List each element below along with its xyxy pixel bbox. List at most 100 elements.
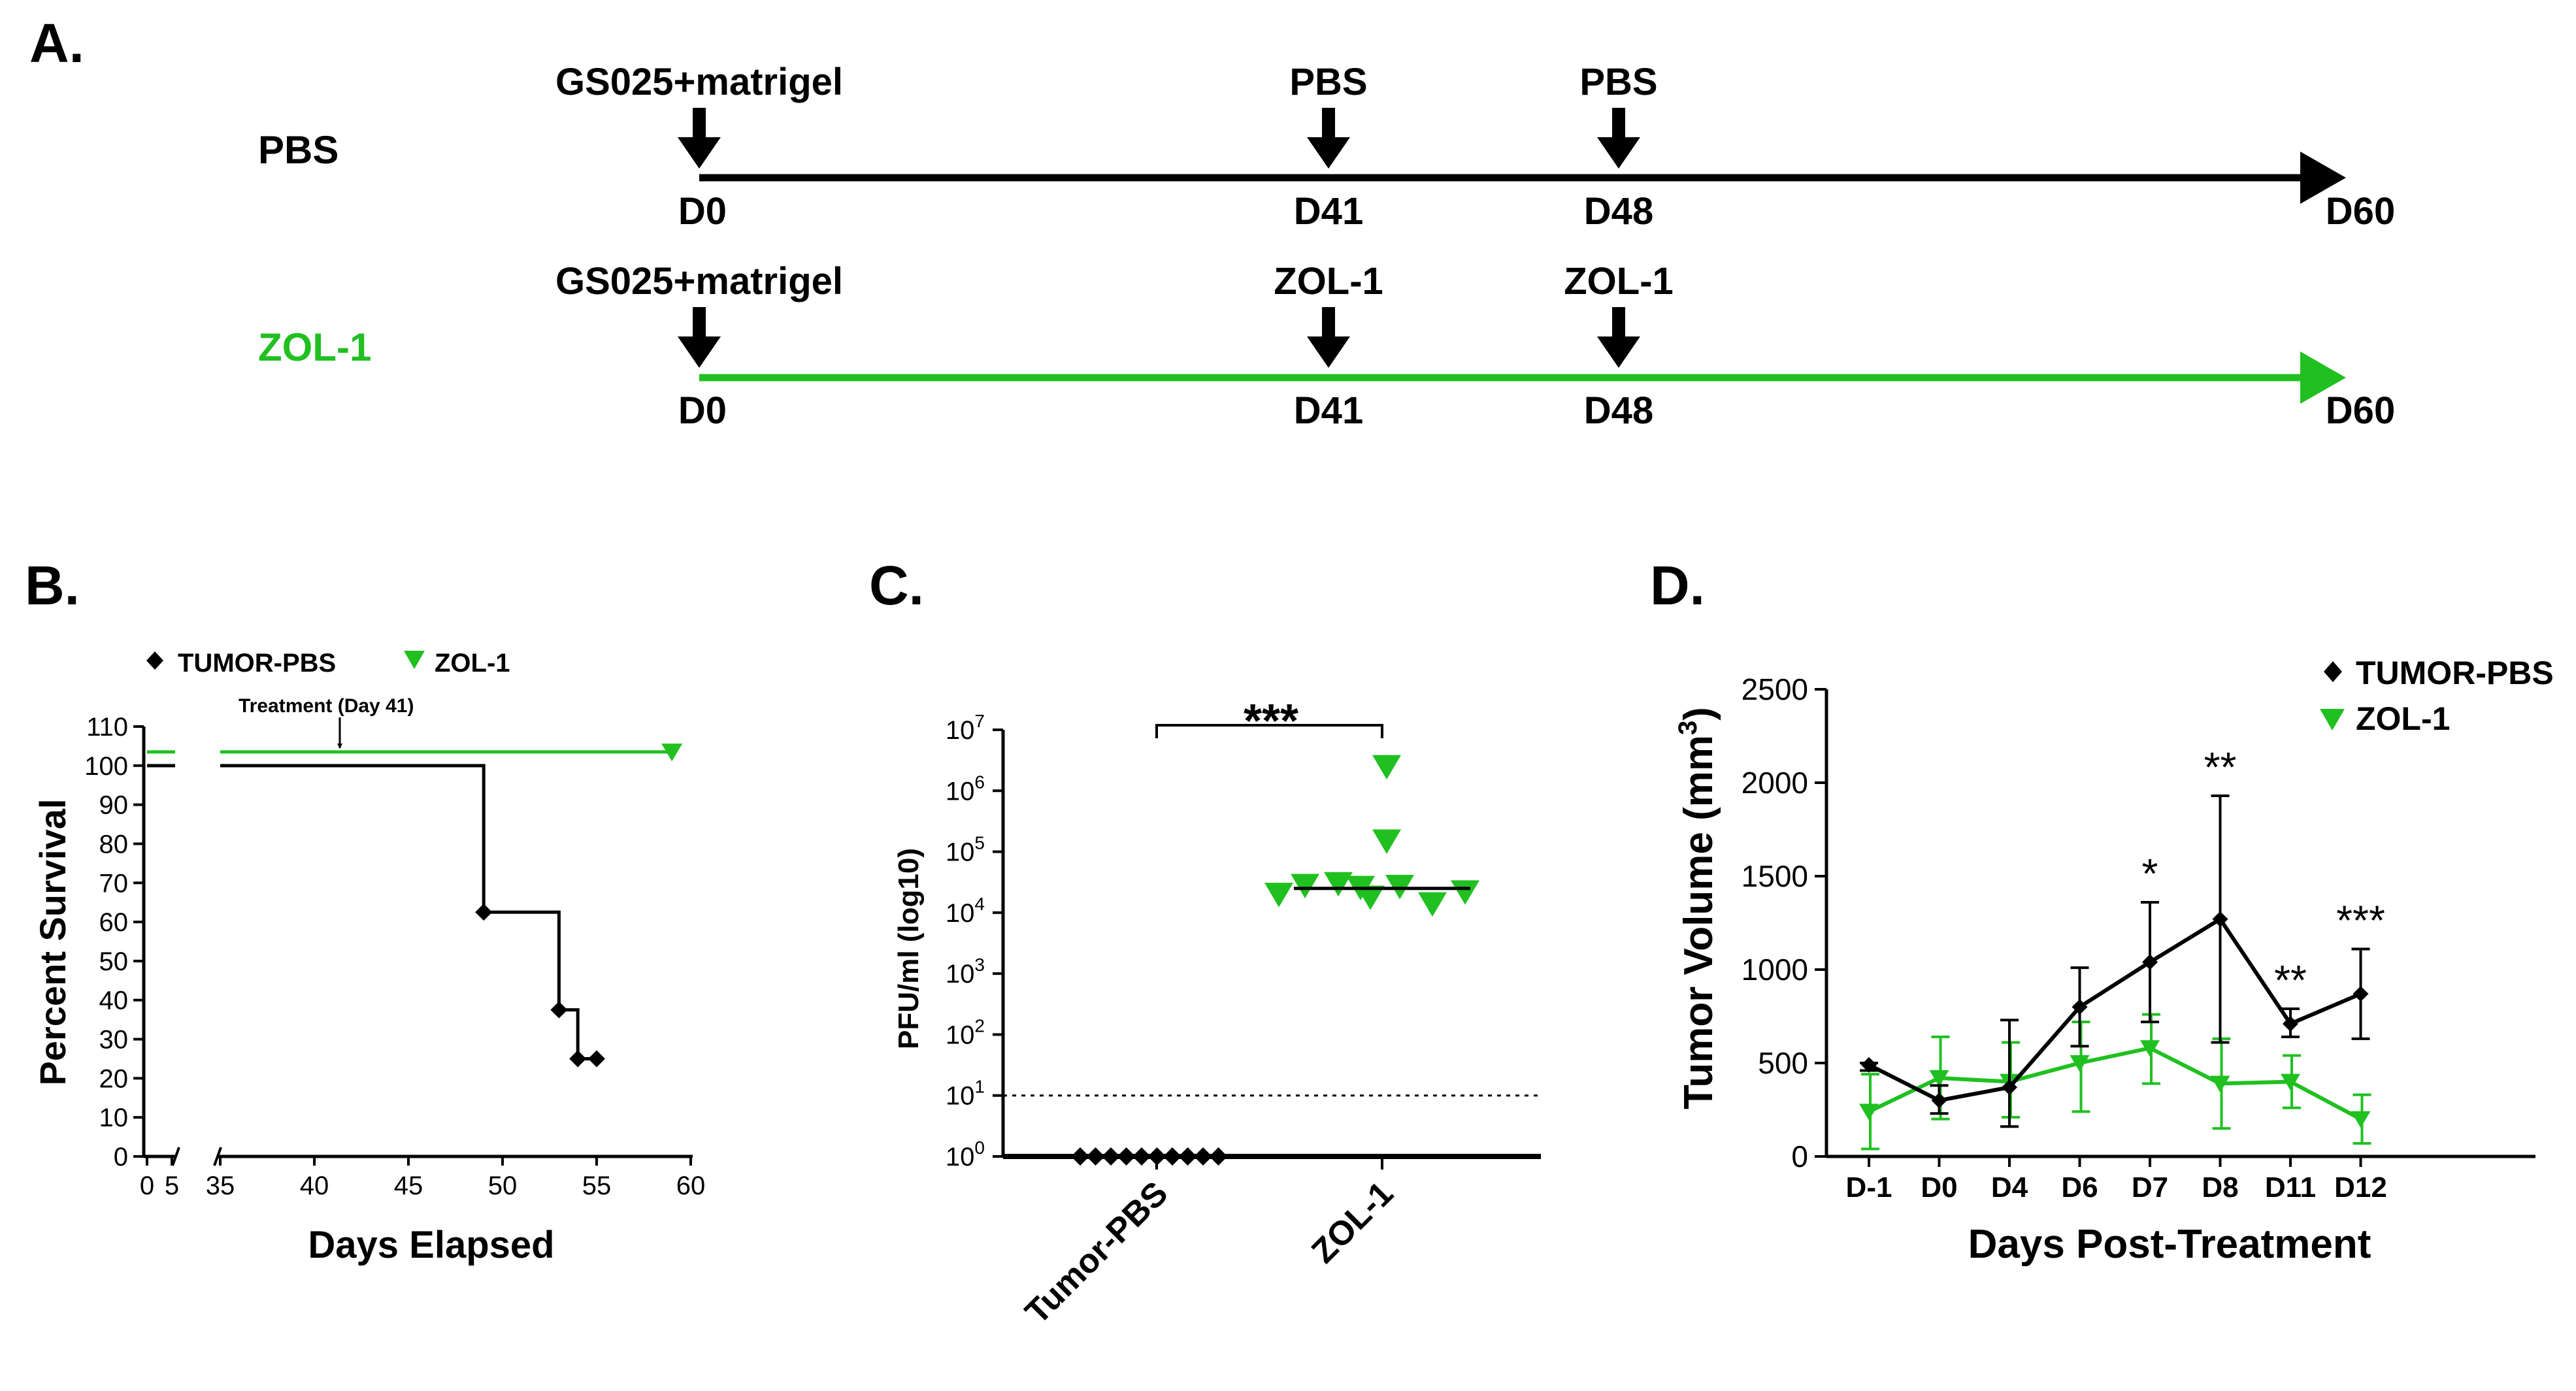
x-tick-label: D-1 — [1846, 1171, 1892, 1203]
y-tick-label: 20 — [99, 1064, 129, 1093]
x-tick-label: D6 — [2061, 1171, 2098, 1203]
timeline-end-day-pbs: D60 — [2326, 190, 2395, 233]
timeline-end-arrow-pbs — [2300, 152, 2346, 204]
data-point-zol-1 — [1418, 892, 1447, 917]
y-tick-label: 100 — [84, 752, 128, 781]
y-tick-label: 90 — [99, 791, 129, 820]
series-line-tumor-pbs — [1868, 916, 2362, 1103]
y-tick-label: 102 — [946, 1015, 985, 1049]
event-day-pbs-0: D0 — [678, 190, 727, 233]
panel-d-x-axis: D-1 D0 D4 D6 D7 D8 D11 D12 — [1826, 1154, 2535, 1203]
survival-marker — [661, 744, 683, 762]
panel-b-plot — [147, 744, 683, 1068]
panel-b-letter: B. — [25, 555, 80, 616]
x-tick-label: D4 — [1991, 1171, 2028, 1203]
data-point-zol-1 — [1356, 885, 1385, 910]
data-point-zol-1 — [2351, 1111, 2371, 1128]
y-tick-label: 0 — [1791, 1139, 1808, 1173]
event-label-pbs-2: PBS — [1579, 61, 1657, 103]
data-point-tumor-pbs — [2072, 999, 2088, 1015]
data-point-zol-1 — [1324, 872, 1353, 897]
triangle-down-marker-icon — [404, 651, 425, 669]
down-arrow-icon — [678, 307, 721, 368]
panel-d-y-axis: 0 500 1000 1500 2000 2500 — [1742, 672, 1828, 1173]
significance-label: * — [2142, 850, 2158, 897]
y-title-base: Tumor Volume (mm — [1676, 735, 1721, 1109]
y-tick-exponent: 6 — [974, 772, 985, 792]
data-point-tumor-pbs — [1861, 1056, 1877, 1073]
panel-c-y-axis-title: PFU/ml (log10) — [893, 848, 925, 1049]
event-label-zol-0: GS025+matrigel — [555, 260, 843, 303]
data-point-zol-1 — [2140, 1040, 2160, 1057]
y-tick-label: 0 — [114, 1143, 128, 1171]
survival-line-tumor-pbs — [220, 764, 597, 1060]
x-tick-label: 0 — [140, 1171, 154, 1200]
y-tick-label: 106 — [946, 772, 985, 806]
x-tick-label: 35 — [206, 1171, 235, 1200]
timeline-group-label-pbs: PBS — [258, 128, 339, 172]
survival-marker — [475, 904, 493, 921]
data-point-zol-1 — [2210, 1075, 2230, 1092]
y-tick-label: 110 — [86, 713, 128, 742]
triangle-down-marker-icon — [2320, 709, 2345, 730]
y-tick-label: 1000 — [1742, 953, 1808, 987]
y-tick-base: 10 — [946, 838, 975, 867]
y-tick-label: 60 — [99, 908, 129, 937]
data-point-zol-1 — [1264, 883, 1293, 908]
diamond-marker-icon — [2324, 661, 2342, 682]
data-point-tumor-pbs — [2353, 986, 2369, 1002]
y-tick-label: 104 — [946, 894, 985, 928]
x-tick-label: D8 — [2202, 1171, 2238, 1203]
y-tick-label: 70 — [99, 869, 129, 898]
panel-d-legend: TUMOR-PBS ZOL-1 — [2320, 655, 2554, 737]
panel-b-y-axis: 0 10 20 30 40 50 60 70 80 90 100 110 — [84, 713, 146, 1171]
series-line-zol-1 — [1868, 1045, 2362, 1121]
y-tick-label: 100 — [946, 1137, 985, 1171]
timeline-group-label-zol: ZOL-1 — [258, 325, 371, 369]
panel-d-x-axis-title: Days Post-Treatment — [1968, 1222, 2371, 1267]
diamond-marker-icon — [146, 651, 163, 670]
survival-marker — [588, 1050, 605, 1068]
y-tick-exponent: 4 — [974, 894, 985, 914]
panel-b-y-axis-title: Percent Survival — [32, 799, 73, 1086]
panel-d-tumor-volume-chart: D. TUMOR-PBS ZOL-1 05001000150020002500 … — [1650, 555, 2554, 1267]
data-point-zol-1 — [1372, 755, 1401, 779]
y-tick-exponent: 0 — [974, 1137, 985, 1158]
event-label-pbs-0: GS025+matrigel — [555, 61, 843, 103]
significance-label: *** — [1244, 695, 1298, 747]
x-tick-label: D0 — [1921, 1171, 1957, 1203]
y-tick-base: 10 — [946, 899, 975, 928]
y-tick-base: 10 — [946, 1082, 975, 1111]
panel-a-letter: A. — [29, 12, 84, 74]
event-day-zol-2: D48 — [1584, 389, 1653, 432]
event-day-zol-1: D41 — [1294, 389, 1363, 432]
legend-label-tumor-pbs: TUMOR-PBS — [178, 649, 336, 678]
panel-d-letter: D. — [1650, 555, 1705, 616]
x-tick-label: D7 — [2132, 1171, 2168, 1203]
y-tick-exponent: 3 — [974, 955, 985, 975]
y-tick-exponent: 7 — [974, 711, 985, 731]
y-tick-label: 500 — [1758, 1046, 1808, 1080]
data-point-tumor-pbs — [2283, 1015, 2298, 1032]
significance-bracket — [1155, 724, 1383, 738]
legend-label-zol-1: ZOL-1 — [2356, 700, 2450, 737]
timeline-row-pbs: PBS GS025+matrigel D0 PBS D41 PBS D48 D6… — [258, 61, 2395, 233]
panel-a-timeline: A. PBS GS025+matrigel D0 PBS D41 PBS D48… — [29, 12, 2395, 432]
axis-break-mark — [213, 1147, 222, 1166]
y-tick-label: 2000 — [1742, 766, 1808, 800]
panel-d-y-axis-title: Tumor Volume (mm3) — [1674, 707, 1721, 1109]
significance-label: ** — [2204, 744, 2237, 791]
data-point-tumor-pbs — [1931, 1092, 1947, 1109]
x-category-label: ZOL-1 — [1304, 1174, 1400, 1270]
timeline-row-zol: ZOL-1 GS025+matrigel D0 ZOL-1 D41 ZOL-1 … — [258, 260, 2395, 432]
y-tick-label: 105 — [946, 833, 985, 867]
y-tick-label: 40 — [99, 987, 129, 1015]
survival-marker — [569, 1050, 587, 1068]
legend-label-zol-1: ZOL-1 — [435, 649, 510, 678]
data-point-tumor-pbs — [2002, 1079, 2017, 1096]
data-point-zol-1 — [1372, 829, 1401, 854]
data-point-zol-1 — [2281, 1073, 2300, 1091]
data-point-tumor-pbs — [2212, 911, 2228, 927]
y-tick-label: 80 — [99, 830, 129, 859]
